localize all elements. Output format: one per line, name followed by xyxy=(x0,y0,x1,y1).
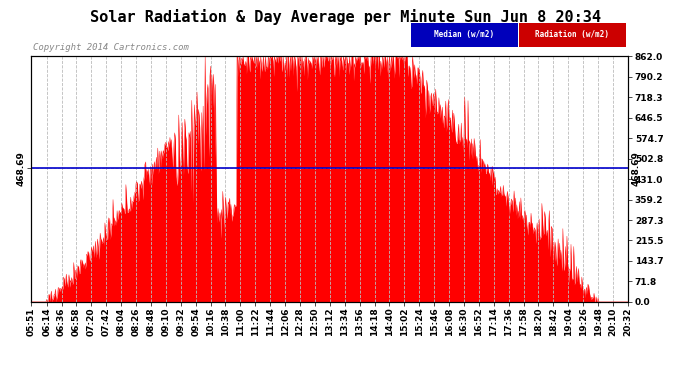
Text: Radiation (w/m2): Radiation (w/m2) xyxy=(535,30,609,39)
Text: 468.69: 468.69 xyxy=(632,151,641,186)
Text: Solar Radiation & Day Average per Minute Sun Jun 8 20:34: Solar Radiation & Day Average per Minute… xyxy=(90,9,600,26)
Text: Median (w/m2): Median (w/m2) xyxy=(434,30,494,39)
Text: Copyright 2014 Cartronics.com: Copyright 2014 Cartronics.com xyxy=(33,43,189,52)
